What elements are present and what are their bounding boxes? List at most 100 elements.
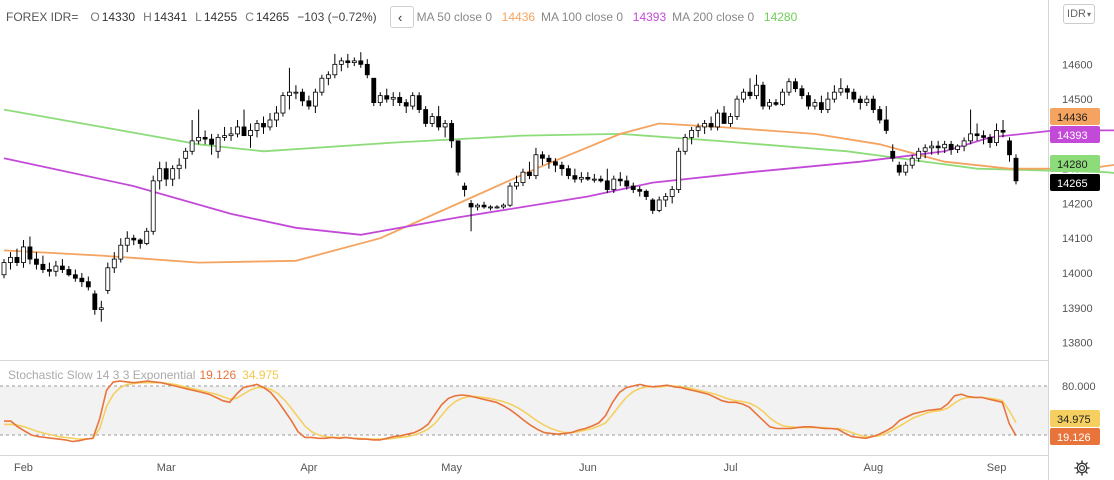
candle (514, 175, 519, 190)
candle-body (85, 281, 91, 288)
price-badge-value: 14265 (1057, 178, 1088, 190)
candle (111, 252, 117, 274)
candle (507, 182, 513, 207)
candle (397, 92, 403, 107)
candle-body (533, 154, 539, 177)
candle-body (53, 265, 59, 272)
candle-body (929, 145, 935, 149)
candle (676, 147, 682, 194)
candle-body (390, 96, 396, 100)
price-badge-bg (1050, 174, 1100, 191)
candle-body (994, 130, 999, 143)
candle (695, 123, 701, 138)
candle (66, 266, 72, 277)
y-tick-label: 14100 (1062, 233, 1093, 245)
candle-body (617, 178, 623, 182)
candle-body (150, 180, 156, 232)
candle-body (734, 98, 740, 117)
currency-button[interactable]: IDR ▾ (1063, 4, 1095, 24)
candle-body (559, 164, 565, 170)
candle-body (598, 178, 604, 182)
candle (319, 74, 325, 96)
candle-body (397, 96, 403, 103)
candle-body (416, 95, 422, 110)
candle-body (455, 140, 461, 173)
candle-body (501, 204, 506, 208)
candle-body (812, 102, 818, 107)
price-badge-bg (1050, 155, 1100, 172)
y-tick-label: 13900 (1062, 303, 1093, 315)
candle-body (306, 100, 312, 107)
candle (689, 126, 695, 145)
candle-body (767, 102, 772, 107)
candle (559, 161, 565, 176)
candle (176, 158, 182, 180)
candle-body (650, 199, 656, 211)
candle (805, 92, 811, 110)
candle-body (196, 136, 202, 142)
candle-body (935, 145, 941, 149)
candle (222, 126, 227, 141)
candle-body (27, 246, 33, 260)
stochastic-badge-value: 19.126 (1057, 432, 1091, 444)
candle (468, 199, 474, 232)
stochastic-k-value: 19.126 (199, 368, 237, 382)
candle-body (79, 277, 85, 283)
candle-body (818, 102, 824, 110)
collapse-legend-button[interactable]: ‹ (389, 6, 414, 28)
candle-body (157, 168, 163, 182)
symbol-label: FOREX IDR= (6, 10, 79, 24)
candle-body (540, 154, 545, 159)
stochastic-badge: 34.975 (1050, 410, 1100, 427)
candle (436, 106, 442, 131)
candle (494, 205, 500, 209)
candle-body (987, 136, 993, 143)
candle (150, 175, 156, 235)
candle-body (14, 256, 20, 263)
chevron-down-icon: ▾ (1086, 9, 1091, 19)
candle-body (384, 95, 390, 100)
candle-body (481, 204, 487, 208)
stochastic-level-label: 80.000 (1062, 381, 1096, 393)
candle (241, 109, 247, 137)
candle-body (261, 123, 266, 128)
candle (929, 140, 935, 155)
price-badge-bg (1050, 108, 1100, 125)
candle-body (468, 203, 474, 208)
candle (585, 172, 591, 181)
candle (825, 92, 831, 114)
candle (708, 116, 714, 131)
y-tick-label: 14200 (1062, 198, 1093, 210)
ma200-value: 14280 (763, 10, 798, 24)
candle-body (170, 168, 176, 180)
candle (274, 106, 279, 127)
candle-body (8, 256, 13, 263)
candle (488, 205, 493, 211)
candle (935, 140, 941, 155)
candle (137, 238, 143, 249)
y-tick-label: 13800 (1062, 338, 1093, 350)
candle-body (883, 119, 889, 131)
candle (34, 252, 39, 270)
candle-body (760, 84, 766, 107)
candle-body (656, 199, 662, 211)
candle-body (838, 88, 844, 93)
candle (21, 239, 26, 268)
candle-body (98, 307, 104, 310)
stochastic-d-line (4, 381, 1017, 440)
candle-body (319, 77, 325, 93)
candle-body (371, 77, 377, 103)
candle (1013, 154, 1019, 185)
high-label: H (143, 10, 152, 24)
candle-body (494, 206, 500, 209)
ma100-value: 14393 (632, 10, 667, 24)
candle-body (981, 135, 986, 138)
candle-body (974, 133, 980, 137)
candle-body (611, 178, 617, 190)
candle-body (209, 138, 215, 145)
gear-icon[interactable] (1073, 459, 1091, 477)
candle-body (741, 91, 746, 100)
candle (877, 106, 883, 124)
candle (462, 182, 468, 197)
